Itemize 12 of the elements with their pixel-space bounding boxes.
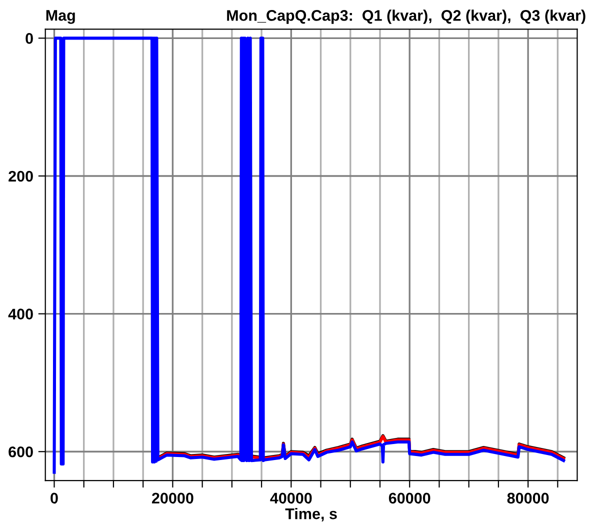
y-tick-label: 0 <box>26 33 33 44</box>
y-tick-label: 400 <box>8 308 33 320</box>
x-tick-label: 0 <box>50 492 58 504</box>
x-tick-label: 20000 <box>152 492 194 504</box>
y-axis-title: Mag <box>46 10 75 24</box>
y-tick-label: 600 <box>8 446 33 458</box>
chart-title: Mon_CapQ.Cap3: Q1 (kvar), Q2 (kvar), Q3 (kvar) <box>227 10 586 24</box>
x-tick-label: 60000 <box>388 492 430 504</box>
y-tick-label: 200 <box>8 170 33 182</box>
x-tick-label: 40000 <box>270 492 312 504</box>
x-tick-label: 80000 <box>507 492 549 504</box>
x-axis-title: Time, s <box>285 508 337 522</box>
